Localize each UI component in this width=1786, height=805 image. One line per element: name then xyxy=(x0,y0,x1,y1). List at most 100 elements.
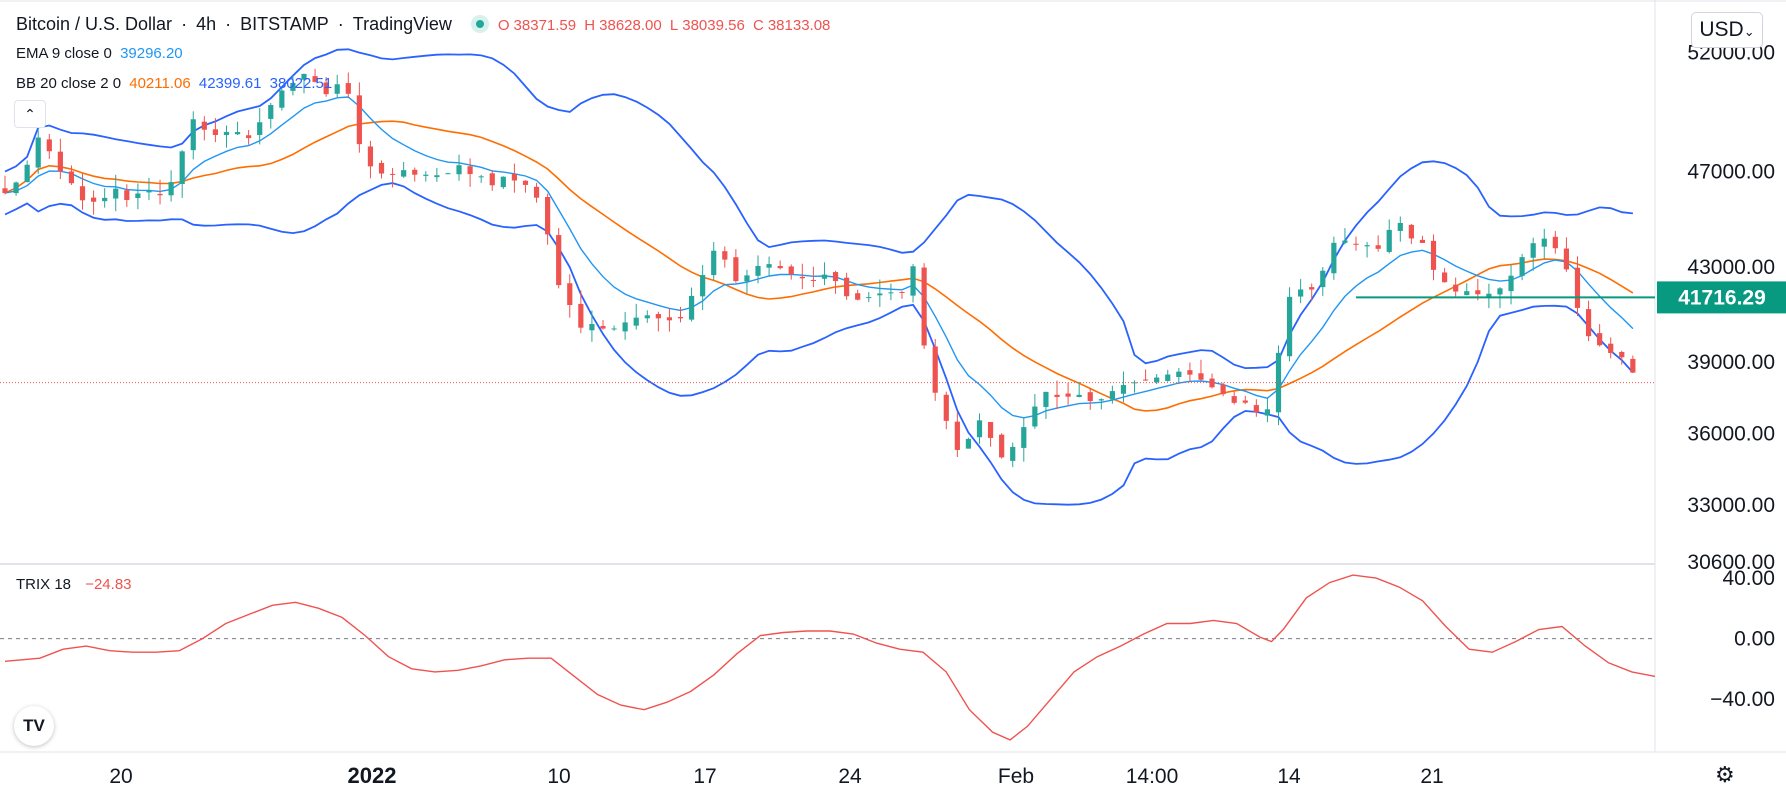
currency-label: USD xyxy=(1699,18,1744,41)
candle-body xyxy=(290,82,296,91)
candle-body xyxy=(268,105,274,119)
candle-body xyxy=(1530,243,1536,258)
support-line-price-label: 41716.29 xyxy=(1678,286,1766,309)
candle-body xyxy=(1508,275,1514,292)
candle-body xyxy=(356,95,362,145)
candle-body xyxy=(1630,358,1636,373)
candle-body xyxy=(246,135,252,139)
candle-body xyxy=(987,422,994,438)
candle-body xyxy=(489,173,495,186)
candle-body xyxy=(777,266,783,269)
candle-body xyxy=(1220,384,1226,395)
bb-legend[interactable]: BB 20 close 2 0 40211.06 42399.61 38022.… xyxy=(16,74,336,94)
candle-body xyxy=(367,146,374,167)
candle-body xyxy=(1320,270,1326,288)
candle-body xyxy=(1309,287,1315,290)
candle-body xyxy=(1342,240,1348,243)
candle-body xyxy=(1464,291,1470,296)
ohlc-high: 38628.00 xyxy=(599,17,662,34)
candle-body xyxy=(1076,394,1082,397)
ohlc-open: 38371.59 xyxy=(513,17,577,34)
candle-body xyxy=(423,174,429,176)
candle-body xyxy=(102,197,108,202)
candle-body xyxy=(744,275,750,282)
candle-body xyxy=(1298,289,1304,297)
ema-value: 39296.20 xyxy=(120,45,183,62)
candle-body xyxy=(844,277,850,297)
candle-body xyxy=(1065,393,1071,397)
candle-body xyxy=(1087,392,1093,402)
bb-lower-value: 38022.51 xyxy=(269,75,333,92)
candle-body xyxy=(766,264,772,268)
candle-body xyxy=(1552,236,1558,249)
bb-upper-line xyxy=(4,48,1633,370)
trix-axis-tick: −40.00 xyxy=(1710,688,1775,711)
candle-body xyxy=(788,266,794,275)
candle-body xyxy=(1010,446,1016,461)
candle-body xyxy=(378,162,385,174)
candle-body xyxy=(711,250,717,276)
candle-body xyxy=(1497,288,1503,295)
time-axis-tick: Feb xyxy=(998,765,1034,788)
collapse-legend-button[interactable]: ⌃ xyxy=(14,100,46,128)
candle-body xyxy=(832,272,839,282)
ohlc-low-label: L xyxy=(669,17,679,34)
candle-body xyxy=(899,291,905,293)
bb-lower-line xyxy=(4,182,1634,506)
candle-body xyxy=(1253,405,1259,413)
candle-body xyxy=(810,279,816,281)
trix-line xyxy=(4,574,1656,741)
gear-icon[interactable]: ⚙ xyxy=(1715,762,1735,787)
candle-body xyxy=(57,151,63,172)
candle-body xyxy=(345,83,351,94)
candle-body xyxy=(1120,385,1127,394)
candle-body xyxy=(1154,377,1160,383)
candle-body xyxy=(1165,374,1171,381)
candle-body xyxy=(855,293,861,300)
time-axis-tick: 20 xyxy=(109,765,132,788)
currency-select[interactable]: USD⌄ xyxy=(1691,12,1763,48)
symbol-legend[interactable]: Bitcoin / U.S. Dollar · 4h · BITSTAMP · … xyxy=(16,14,831,34)
candle-body xyxy=(821,274,828,279)
candle-body xyxy=(1619,351,1625,358)
candle-body xyxy=(1231,396,1237,403)
candle-body xyxy=(921,267,927,346)
candle-body xyxy=(1043,391,1049,407)
candle-body xyxy=(644,315,650,319)
ema-legend[interactable]: EMA 9 close 0 39296.20 xyxy=(16,44,187,64)
trix-legend[interactable]: TRIX 18 −24.83 xyxy=(16,575,136,595)
candle-body xyxy=(323,82,329,95)
candle-body xyxy=(1563,248,1570,270)
candle-body xyxy=(445,173,451,175)
chevron-up-icon: ⌃ xyxy=(24,106,36,122)
candle-body xyxy=(113,188,119,199)
ohlc-close-label: C xyxy=(752,17,764,34)
candle-body xyxy=(312,76,318,82)
candle-body xyxy=(456,165,462,175)
bb-basis-line xyxy=(4,120,1634,412)
candle-body xyxy=(1475,290,1481,295)
candle-body xyxy=(755,265,761,276)
candle-body xyxy=(954,421,960,450)
symbol-name: Bitcoin / U.S. Dollar xyxy=(16,14,173,34)
candle-body xyxy=(1054,394,1060,398)
candle-body xyxy=(1430,240,1437,270)
trix-value: −24.83 xyxy=(85,576,132,593)
candle-body xyxy=(1187,370,1193,375)
chevron-down-icon: ⌄ xyxy=(1743,24,1755,39)
candle-body xyxy=(1608,343,1614,353)
candle-body xyxy=(1021,427,1027,448)
ohlc-open-label: O xyxy=(497,17,510,34)
ohlc-close: 38133.08 xyxy=(767,17,831,34)
candle-body xyxy=(677,317,684,319)
price-axis-tick: 43000.00 xyxy=(1687,256,1775,279)
time-axis-tick: 14:00 xyxy=(1126,765,1179,788)
candle-body xyxy=(1375,245,1381,249)
candle-body xyxy=(124,190,130,200)
candle-body xyxy=(866,297,872,299)
tradingview-logo-icon[interactable]: TV xyxy=(14,706,54,746)
candle-body xyxy=(434,175,440,178)
candle-body xyxy=(633,317,639,326)
candle-body xyxy=(212,129,219,135)
